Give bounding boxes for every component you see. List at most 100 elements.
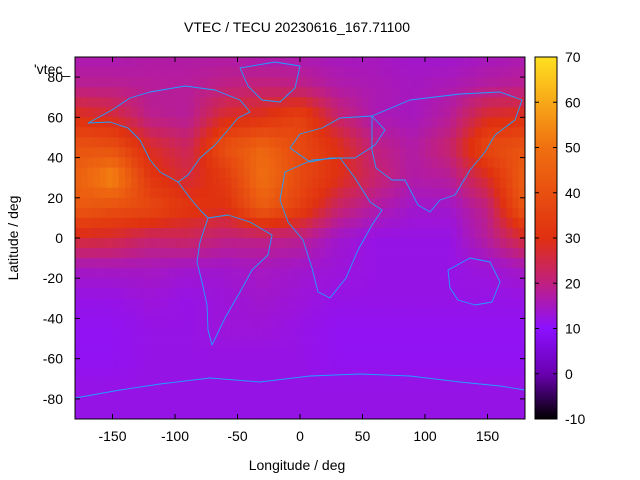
heatmap-cell <box>500 248 507 259</box>
heatmap-cell <box>468 338 476 350</box>
heatmap-cell <box>175 278 182 289</box>
heatmap-cell <box>81 398 88 410</box>
heatmap-cell <box>318 97 326 108</box>
heatmap-cell <box>243 378 251 390</box>
heatmap-cell <box>87 278 95 289</box>
heatmap-cell <box>262 358 270 370</box>
heatmap-cell <box>193 388 201 400</box>
heatmap-cell <box>275 358 282 370</box>
heatmap-cell <box>287 167 295 179</box>
heatmap-cell <box>106 227 113 239</box>
heatmap-cell <box>381 127 388 138</box>
heatmap-cell <box>487 197 495 209</box>
heatmap-cell <box>362 177 370 189</box>
heatmap-cell <box>118 378 126 390</box>
heatmap-cell <box>106 358 113 370</box>
heatmap-cell <box>225 368 232 380</box>
heatmap-cell <box>437 97 445 108</box>
heatmap-cell <box>243 117 251 128</box>
heatmap-cell <box>193 177 201 189</box>
heatmap-cell <box>237 258 245 269</box>
heatmap-cell <box>187 107 195 118</box>
heatmap-cell <box>87 207 95 219</box>
heatmap-cell <box>400 187 407 199</box>
heatmap-cell <box>93 328 101 339</box>
heatmap-cell <box>168 248 176 259</box>
heatmap-cell <box>381 388 388 400</box>
heatmap-cell <box>368 248 376 259</box>
heatmap-cell <box>156 217 163 229</box>
heatmap-cell <box>206 368 213 380</box>
heatmap-cell <box>237 248 245 259</box>
y-tick-label: 0 <box>55 230 63 246</box>
heatmap-cell <box>187 408 195 419</box>
heatmap-cell <box>475 308 482 319</box>
heatmap-cell <box>168 207 176 219</box>
heatmap-cell <box>500 227 507 239</box>
heatmap-cell <box>293 207 301 219</box>
heatmap-cell <box>312 197 320 209</box>
heatmap-cell <box>406 258 413 269</box>
heatmap-cell <box>131 167 138 179</box>
heatmap-cell <box>518 67 525 78</box>
heatmap-cell <box>406 137 413 148</box>
heatmap-cell <box>362 298 370 309</box>
heatmap-cell <box>118 137 126 148</box>
heatmap-cell <box>306 298 313 309</box>
heatmap-cell <box>193 318 201 329</box>
heatmap-cell <box>412 258 420 269</box>
heatmap-cell <box>143 388 151 400</box>
heatmap-cell <box>368 318 376 329</box>
heatmap-cell <box>212 187 220 199</box>
heatmap-cell <box>450 268 457 279</box>
heatmap-cell <box>306 308 313 319</box>
heatmap-cell <box>156 248 163 259</box>
heatmap-cell <box>456 278 463 289</box>
heatmap-cell <box>431 197 438 209</box>
heatmap-cell <box>306 77 313 88</box>
heatmap-cell <box>162 137 170 148</box>
heatmap-cell <box>218 368 226 380</box>
heatmap-cell <box>112 57 120 68</box>
heatmap-cell <box>318 87 326 98</box>
heatmap-cell <box>212 97 220 108</box>
heatmap-cell <box>131 207 138 219</box>
heatmap-cell <box>431 97 438 108</box>
heatmap-cell <box>262 388 270 400</box>
heatmap-cell <box>262 268 270 279</box>
heatmap-cell <box>500 318 507 329</box>
heatmap-cell <box>475 248 482 259</box>
heatmap-cell <box>393 378 401 390</box>
heatmap-cell <box>456 268 463 279</box>
heatmap-cell <box>75 97 82 108</box>
heatmap-cell <box>143 398 151 410</box>
heatmap-cell <box>125 238 132 249</box>
heatmap-cell <box>475 328 482 339</box>
heatmap-cell <box>375 258 382 269</box>
heatmap-cell <box>106 67 113 78</box>
heatmap-cell <box>231 348 238 360</box>
heatmap-cell <box>418 328 426 339</box>
heatmap-cell <box>306 187 313 199</box>
heatmap-cell <box>462 227 470 239</box>
heatmap-cell <box>237 167 245 179</box>
heatmap-cell <box>362 248 370 259</box>
heatmap-cell <box>187 157 195 169</box>
heatmap-cell <box>412 398 420 410</box>
heatmap-cell <box>500 97 507 108</box>
heatmap-cell <box>368 338 376 350</box>
heatmap-cell <box>287 238 295 249</box>
heatmap-cell <box>425 117 432 128</box>
heatmap-cell <box>256 328 263 339</box>
heatmap-cell <box>150 87 157 98</box>
heatmap-cell <box>231 238 238 249</box>
heatmap-cell <box>312 157 320 169</box>
heatmap-cell <box>493 97 501 108</box>
heatmap-cell <box>318 248 326 259</box>
heatmap-cell <box>125 127 132 138</box>
heatmap-cell <box>456 87 463 98</box>
heatmap-cell <box>281 308 288 319</box>
heatmap-cell <box>318 238 326 249</box>
heatmap-cell <box>375 137 382 148</box>
heatmap-cell <box>381 67 388 78</box>
